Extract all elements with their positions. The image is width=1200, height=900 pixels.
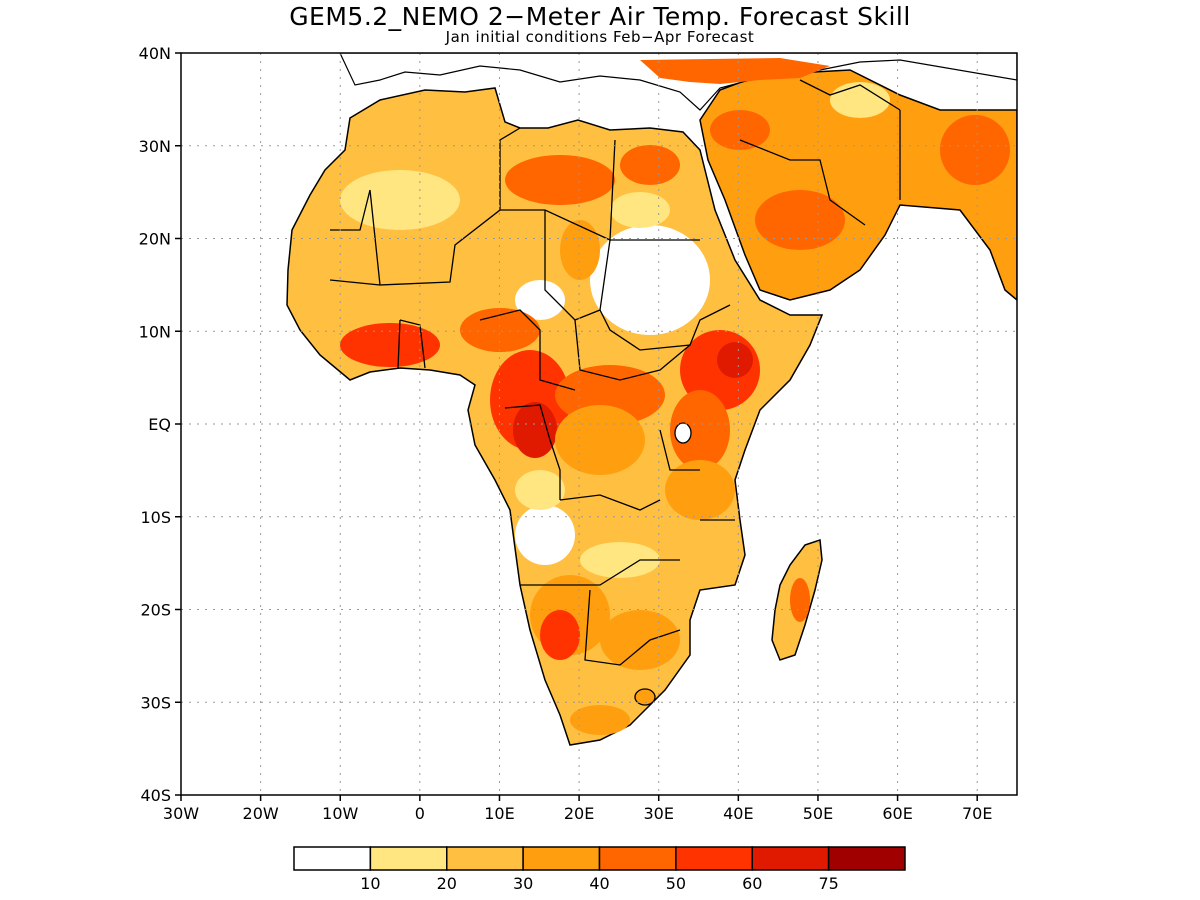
lat-tick-label: 10N (139, 322, 171, 341)
lon-tick-label: 20E (564, 804, 594, 823)
legend-label: 30 (513, 874, 533, 893)
legend-swatch (293, 846, 372, 871)
lat-tick-label: 20N (139, 230, 171, 249)
lon-tick-label: 50E (803, 804, 833, 823)
lon-tick-label: 30E (643, 804, 673, 823)
lon-tick-label: 30W (163, 804, 199, 823)
legend-label: 75 (818, 874, 838, 893)
legend-swatch (675, 846, 753, 871)
lat-tick-label: 30S (140, 693, 171, 712)
map-field (286, 53, 1017, 746)
lat-tick-label: 10S (140, 508, 171, 527)
lat-tick-label: EQ (148, 415, 171, 434)
lon-tick-label: 0 (415, 804, 425, 823)
lon-tick-label: 10W (322, 804, 358, 823)
lon-tick-label: 10E (484, 804, 514, 823)
lat-tick-label: 40N (139, 44, 171, 63)
legend-label: 20 (437, 874, 457, 893)
legend-swatch (598, 846, 677, 871)
lon-tick-label: 60E (882, 804, 912, 823)
legend-swatch (827, 846, 906, 871)
turkey-band (640, 58, 830, 84)
legend-swatch (446, 846, 524, 871)
legend-label: 60 (742, 874, 762, 893)
map-subtitle: Jan initial conditions Feb−Apr Forecast (445, 28, 755, 46)
lesotho (634, 688, 656, 706)
legend-swatch (751, 846, 830, 871)
legend-label: 50 (666, 874, 686, 893)
lon-tick-label: 40E (723, 804, 753, 823)
lat-tick-label: 30N (139, 137, 171, 156)
lat-tick-label: 40S (140, 786, 171, 805)
lon-tick-label: 70E (962, 804, 992, 823)
color-legend: 10 20 30 40 50 60 75 (293, 846, 906, 893)
legend-swatch (522, 846, 601, 871)
grid-lines (181, 53, 1017, 795)
map-title: GEM5.2_NEMO 2−Meter Air Temp. Forecast S… (289, 2, 911, 31)
legend-label: 40 (589, 874, 609, 893)
skill-patches (340, 82, 1010, 735)
lon-tick-label: 20W (243, 804, 279, 823)
europe-landmass (339, 53, 1017, 111)
legend-label: 10 (360, 874, 380, 893)
country-borders (329, 79, 901, 666)
lake-victoria (674, 422, 692, 444)
lat-tick-label: 20S (140, 601, 171, 620)
legend-swatch (369, 846, 448, 871)
